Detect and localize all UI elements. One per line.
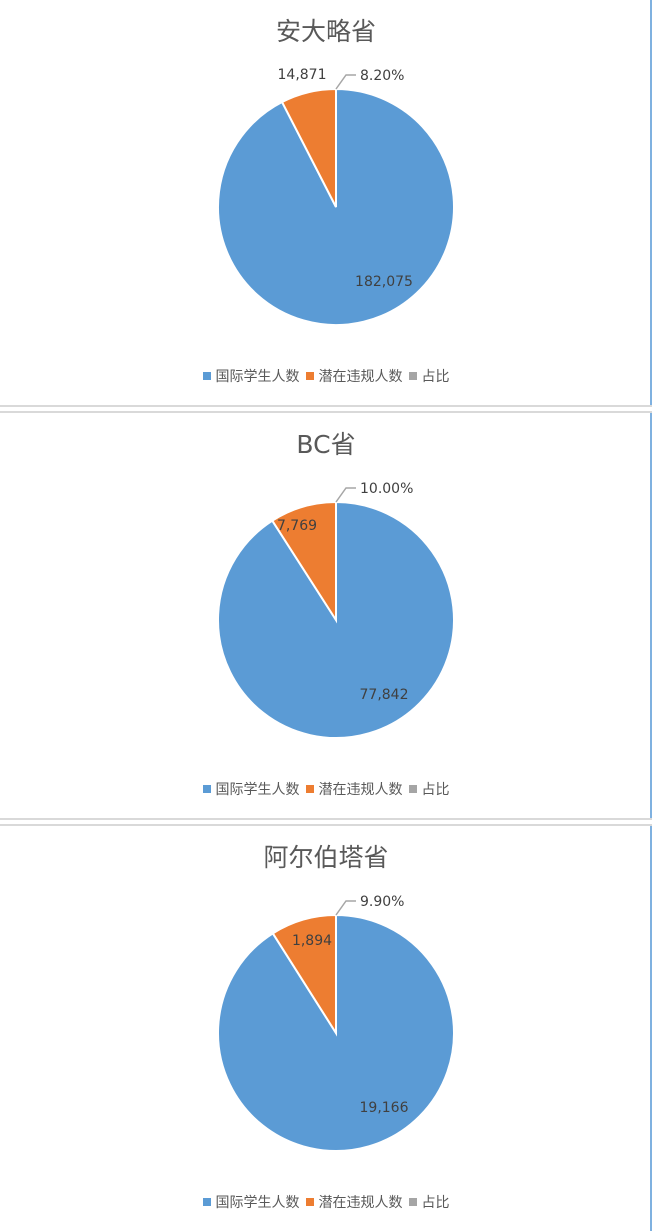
data-label-1: 7,769	[277, 518, 317, 534]
legend-item: 潜在违规人数	[306, 369, 403, 385]
legend-item: 国际学生人数	[203, 782, 300, 798]
legend-label: 占比	[422, 1195, 450, 1211]
legend-label: 潜在违规人数	[319, 782, 403, 798]
data-label-2: 9.90%	[360, 894, 404, 910]
data-label-2: 10.00%	[360, 481, 413, 497]
divider	[0, 405, 652, 407]
legend-item: 占比	[409, 782, 450, 798]
legend-label: 国际学生人数	[216, 1195, 300, 1211]
legend-swatch	[409, 372, 417, 380]
leader-line	[336, 75, 356, 89]
legend: 国际学生人数 潜在违规人数 占比	[0, 366, 652, 386]
legend-swatch	[203, 785, 211, 793]
legend-item: 潜在违规人数	[306, 782, 403, 798]
data-label-1: 14,871	[278, 67, 327, 83]
legend-label: 占比	[422, 369, 450, 385]
legend-swatch	[203, 1198, 211, 1206]
legend-item: 潜在违规人数	[306, 1195, 403, 1211]
data-label-0: 77,842	[360, 687, 409, 703]
legend-swatch	[409, 1198, 417, 1206]
data-label-1: 1,894	[292, 933, 332, 949]
legend-swatch	[409, 785, 417, 793]
legend-label: 占比	[422, 782, 450, 798]
legend-item: 国际学生人数	[203, 1195, 300, 1211]
legend-swatch	[306, 785, 314, 793]
legend-label: 国际学生人数	[216, 782, 300, 798]
legend-swatch	[306, 372, 314, 380]
legend-label: 国际学生人数	[216, 369, 300, 385]
legend: 国际学生人数 潜在违规人数 占比	[0, 779, 652, 799]
legend-label: 潜在违规人数	[319, 369, 403, 385]
legend-item: 国际学生人数	[203, 369, 300, 385]
divider	[0, 818, 652, 820]
leader-line	[336, 488, 356, 502]
data-label-0: 182,075	[355, 274, 413, 290]
data-label-2: 8.20%	[360, 68, 404, 84]
legend: 国际学生人数 潜在违规人数 占比	[0, 1192, 652, 1212]
legend-label: 潜在违规人数	[319, 1195, 403, 1211]
legend-item: 占比	[409, 369, 450, 385]
legend-swatch	[306, 1198, 314, 1206]
data-label-0: 19,166	[360, 1100, 409, 1116]
legend-item: 占比	[409, 1195, 450, 1211]
legend-swatch	[203, 372, 211, 380]
leader-line	[336, 901, 356, 915]
